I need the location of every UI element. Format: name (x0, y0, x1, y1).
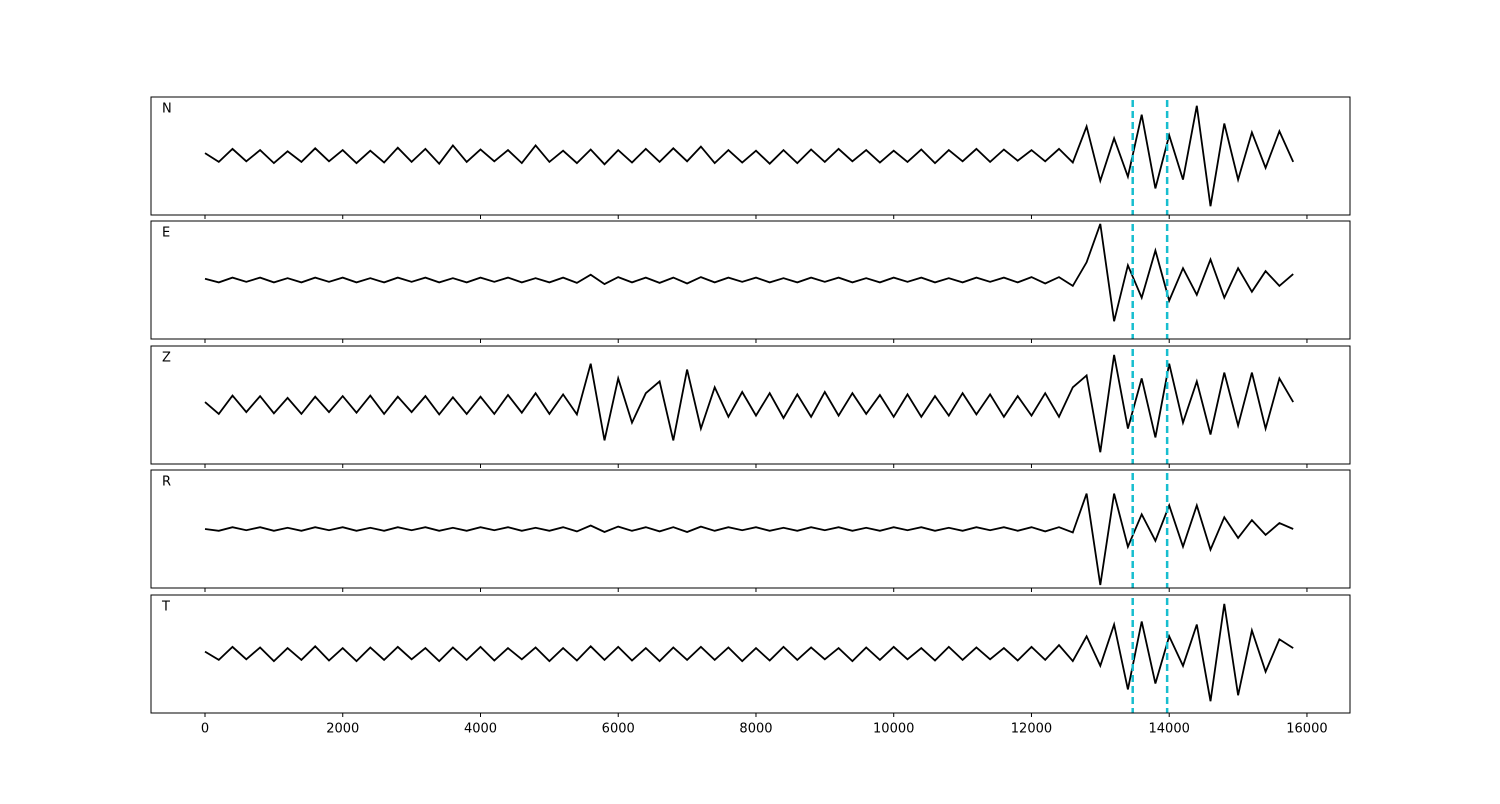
panel-frame (150, 96, 1351, 216)
panel-label: N (162, 102, 172, 117)
trace (204, 354, 1294, 453)
x-tick-label: 2000 (326, 722, 359, 737)
x-tick-label: 12000 (1011, 722, 1052, 737)
trace (204, 493, 1294, 586)
x-tick-label: 14000 (1149, 722, 1190, 737)
panel-frame (150, 469, 1351, 589)
x-tick-label: 4000 (464, 722, 497, 737)
x-tick-label: 0 (201, 722, 209, 737)
x-tick-label: 10000 (873, 722, 914, 737)
panel-label: Z (162, 351, 171, 366)
x-tick-label: 6000 (602, 722, 635, 737)
trace (204, 603, 1294, 702)
panel-frame (150, 594, 1351, 714)
panel-label: T (161, 600, 170, 615)
panel-label: E (162, 226, 170, 241)
trace (204, 105, 1295, 207)
x-tick-label: 16000 (1286, 722, 1327, 737)
x-tick-label: 8000 (739, 722, 772, 737)
panel-label: R (162, 475, 171, 490)
trace (204, 223, 1294, 322)
panel-frame (150, 220, 1351, 340)
panel-frame (150, 345, 1351, 465)
